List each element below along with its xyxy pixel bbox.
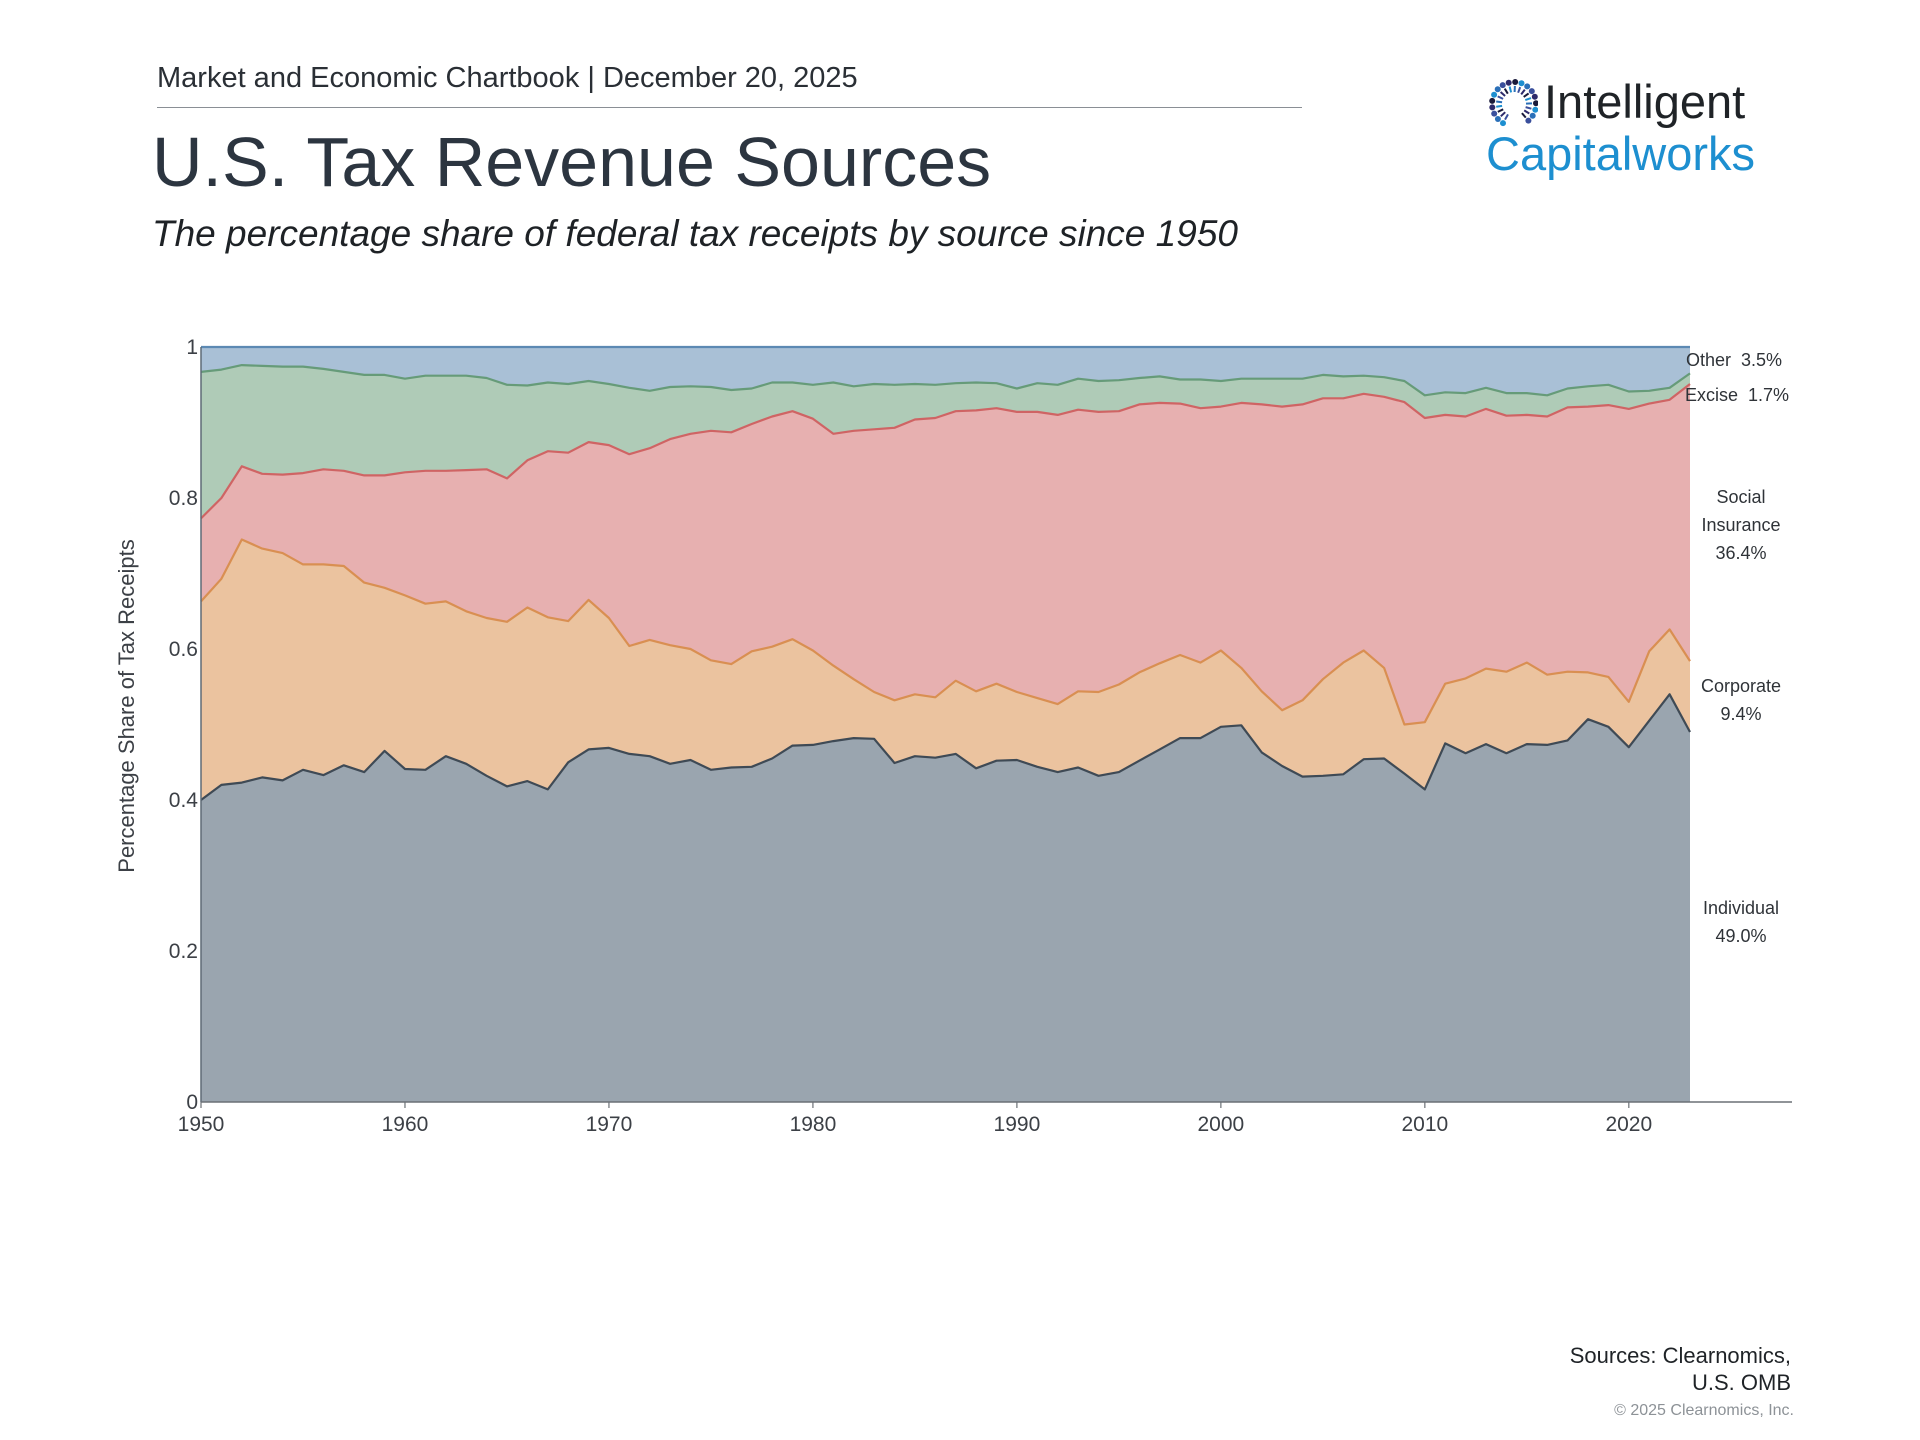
sunburst-dot	[1491, 110, 1498, 117]
sunburst-ray	[1520, 89, 1526, 95]
sunburst-ray	[1517, 86, 1522, 94]
series-label-individual: Individual	[1703, 898, 1779, 918]
line-individual	[200, 693, 1691, 801]
sunburst-dot	[1529, 112, 1536, 119]
sunburst-icon	[1489, 79, 1538, 127]
sunburst-ray	[1525, 106, 1532, 110]
sunburst-dot	[1489, 97, 1496, 104]
area-layers	[201, 347, 1690, 1102]
sunburst-dot	[1532, 106, 1538, 113]
x-tick-label: 2020	[1605, 1113, 1652, 1136]
sunburst-dot	[1524, 83, 1531, 90]
y-tick-label: 1	[186, 336, 198, 359]
y-tick-label: 0.6	[169, 638, 198, 661]
y-tick-label: 0.4	[169, 789, 199, 812]
chartbook-header: Market and Economic Chartbook | December…	[157, 62, 858, 94]
sunburst-dot	[1505, 79, 1512, 86]
sunburst-ray	[1496, 104, 1503, 108]
y-tick-label: 0	[186, 1091, 198, 1114]
series-value-individual: 49.0%	[1715, 926, 1766, 946]
area-social_insurance	[201, 384, 1690, 725]
sunburst-dot	[1500, 120, 1506, 127]
y-tick-label: 0.8	[169, 487, 198, 510]
area-excise	[201, 365, 1690, 519]
sunburst-dot	[1491, 91, 1498, 98]
copyright-note: © 2025 Clearnomics, Inc.	[1614, 1402, 1794, 1419]
x-tick-label: 2000	[1198, 1113, 1245, 1136]
sunburst-dot	[1499, 82, 1506, 89]
page-subtitle: The percentage share of federal tax rece…	[152, 213, 1238, 254]
sunburst-dot	[1494, 86, 1501, 93]
sunburst-dot	[1489, 104, 1496, 111]
brand-logo: Intelligent Capitalworks	[1486, 74, 1786, 184]
x-axis-ticks: 1950 1960 1970 1980 1990 2000 2010 2020	[178, 1102, 1652, 1136]
series-label-other: Other 3.5%	[1686, 350, 1782, 370]
sunburst-ray	[1497, 108, 1504, 113]
series-label-social-insurance: Social	[1716, 487, 1765, 507]
line-corporate	[200, 538, 1691, 726]
y-axis-ticks: 0 0.2 0.4 0.6 0.8 1	[169, 336, 199, 1114]
series-value-social-insurance: 36.4%	[1715, 543, 1766, 563]
area-corporate	[201, 539, 1690, 800]
sunburst-dot	[1518, 80, 1525, 87]
sunburst-ray	[1521, 112, 1527, 119]
x-tick-label: 1970	[586, 1113, 633, 1136]
series-label-corporate: Corporate	[1701, 676, 1781, 696]
series-label-social-insurance-2: Insurance	[1701, 515, 1780, 535]
sunburst-ray	[1503, 88, 1509, 95]
boundary-lines	[200, 345, 1691, 1102]
sunburst-ray	[1497, 95, 1504, 100]
area-individual	[201, 694, 1690, 1102]
sunburst-ray	[1499, 91, 1506, 97]
sunburst-dot	[1494, 116, 1501, 122]
page-title: U.S. Tax Revenue Sources	[152, 123, 992, 201]
header-divider	[157, 107, 1302, 108]
x-tick-label: 1980	[790, 1113, 837, 1136]
x-tick-label: 1960	[382, 1113, 429, 1136]
x-tick-label: 1950	[178, 1113, 225, 1136]
sunburst-dot	[1525, 117, 1532, 124]
line-excise	[200, 364, 1691, 397]
sunburst-ray	[1523, 109, 1530, 115]
sunburst-ray	[1504, 113, 1509, 121]
sunburst-ray	[1500, 111, 1506, 118]
y-tick-label: 0.2	[169, 940, 198, 963]
line-social_insurance	[200, 383, 1691, 520]
series-label-excise: Excise 1.7%	[1685, 385, 1789, 405]
sunburst-dot	[1533, 100, 1538, 107]
x-tick-label: 2010	[1401, 1113, 1448, 1136]
series-value-corporate: 9.4%	[1720, 704, 1761, 724]
sunburst-ray	[1524, 97, 1532, 102]
y-axis-title: Percentage Share of Tax Receipts	[114, 539, 139, 872]
sunburst-ray	[1523, 92, 1530, 98]
logo-word-capitalworks: Capitalworks	[1486, 127, 1756, 180]
sources-line-1: Sources: Clearnomics,	[1569, 1343, 1791, 1368]
sunburst-dot	[1528, 88, 1535, 95]
sunburst-dot	[1512, 79, 1519, 85]
logo-word-intelligent: Intelligent	[1544, 75, 1746, 128]
sunburst-ray	[1508, 86, 1513, 93]
sources-note: Sources: Clearnomics, U.S. OMB	[1570, 1342, 1791, 1396]
sunburst-ray	[1496, 100, 1503, 104]
x-tick-label: 1990	[994, 1113, 1041, 1136]
sources-line-2: U.S. OMB	[1691, 1370, 1791, 1395]
sunburst-dot	[1531, 93, 1538, 100]
